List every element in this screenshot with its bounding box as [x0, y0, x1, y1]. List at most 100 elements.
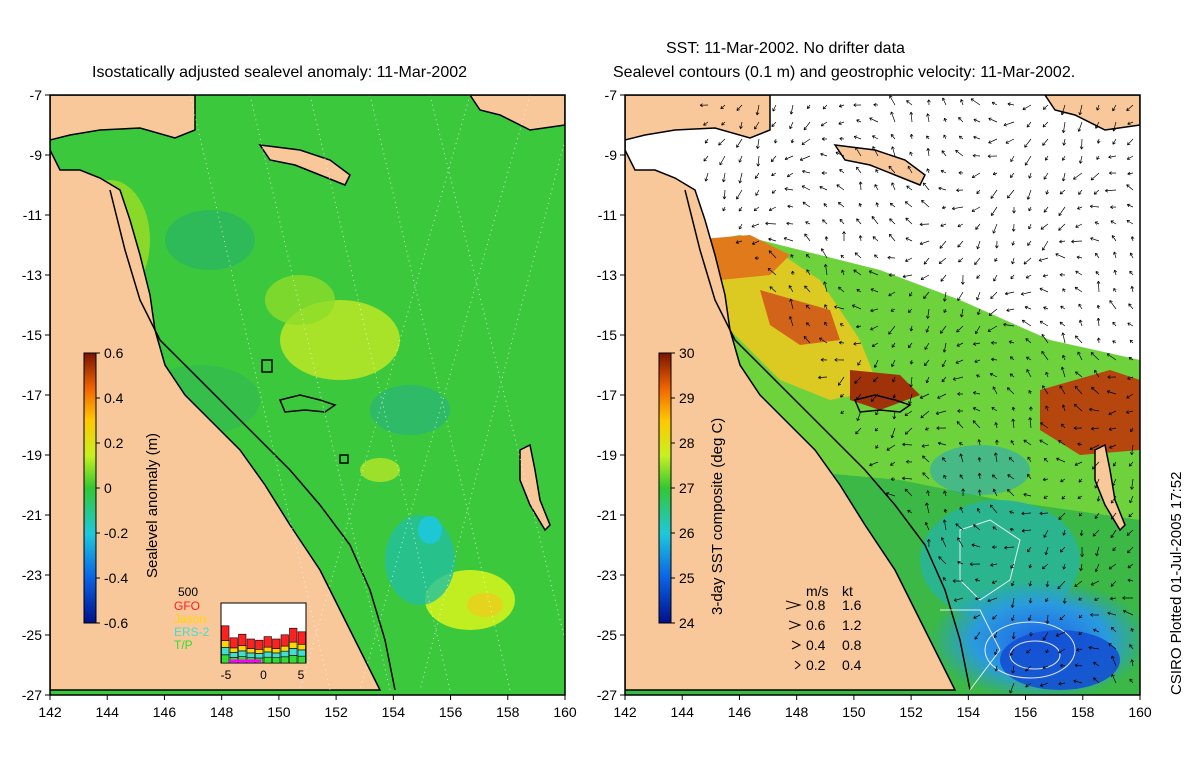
- histogram-bar-segment: [297, 643, 306, 651]
- velocity-arrow: [1108, 155, 1117, 159]
- velocity-arrow: [925, 427, 930, 431]
- velocity-arrow: [909, 133, 914, 140]
- velocity-arrow: [940, 223, 947, 227]
- velocity-arrow: [1077, 495, 1083, 499]
- velocity-arrow: [909, 325, 914, 332]
- velocity-arrow: [1077, 121, 1083, 132]
- velocity-arrow: [925, 325, 930, 333]
- velocity-arrow: [926, 490, 930, 497]
- velocity-arrow: [926, 308, 930, 319]
- y-tick-label: -25: [597, 627, 617, 643]
- velocity-arrow: [1093, 661, 1100, 667]
- velocity-arrow: [871, 216, 879, 225]
- velocity-arrow: [1073, 679, 1083, 684]
- velocity-arrow: [906, 100, 913, 106]
- velocity-arrow: [1039, 287, 1049, 293]
- velocity-arrow: [940, 169, 947, 174]
- velocity-arrow: [1010, 155, 1015, 163]
- velocity-arrow: [995, 439, 999, 446]
- x-tick-label: 156: [1014, 704, 1038, 720]
- velocity-arrow: [1078, 104, 1083, 116]
- histogram-bar-segment: [238, 650, 247, 657]
- velocity-key-ms: 0.2: [806, 657, 826, 673]
- velocity-arrow: [1109, 444, 1117, 449]
- velocity-arrow: [718, 138, 726, 146]
- velocity-arrow: [952, 579, 964, 583]
- colorbar-tick-label: 0.2: [104, 435, 124, 451]
- velocity-arrow: [1025, 665, 1032, 672]
- velocity-arrows: [699, 95, 1135, 694]
- velocity-arrow: [890, 427, 896, 439]
- velocity-arrow: [874, 184, 879, 191]
- velocity-arrow: [988, 117, 998, 123]
- x-tick-label: 160: [1128, 704, 1152, 720]
- velocity-key-arrow: [791, 640, 802, 650]
- velocity-arrow: [1089, 444, 1100, 451]
- velocity-arrow: [1091, 386, 1100, 395]
- velocity-arrow: [973, 614, 981, 619]
- velocity-arrow: [1025, 682, 1032, 688]
- velocity-arrow: [891, 146, 896, 157]
- velocity-arrow: [1126, 184, 1134, 191]
- x-tick-label: 142: [38, 704, 62, 720]
- sst-hot-patch: [850, 370, 920, 410]
- velocity-arrow: [1130, 427, 1134, 433]
- velocity-arrow: [1058, 512, 1066, 520]
- sla-positive-patch: [360, 458, 400, 482]
- velocity-arrow: [822, 104, 828, 110]
- velocity-arrow: [771, 121, 777, 127]
- velocity-arrow: [1094, 369, 1100, 378]
- velocity-arrow: [1129, 495, 1134, 504]
- velocity-arrow: [974, 631, 981, 640]
- velocity-arrow: [1039, 511, 1049, 516]
- velocity-arrow: [754, 256, 760, 260]
- velocity-arrow: [856, 324, 862, 329]
- velocity-arrow: [1023, 257, 1032, 265]
- x-tick-label: 154: [382, 704, 406, 720]
- new-guinea-landmass: [625, 95, 771, 141]
- velocity-arrow: [905, 217, 913, 225]
- velocity-arrow: [856, 218, 862, 225]
- velocity-arrow: [994, 648, 998, 656]
- velocity-arrow: [1028, 206, 1032, 212]
- velocity-arrow: [804, 285, 811, 293]
- velocity-arrow: [921, 199, 930, 208]
- velocity-arrow: [908, 393, 913, 405]
- velocity-key-kt: 1.6: [842, 597, 862, 613]
- velocity-arrow: [722, 189, 727, 200]
- velocity-arrow: [1094, 221, 1100, 225]
- velocity-arrow: [1062, 354, 1066, 361]
- velocity-arrow: [1126, 104, 1134, 112]
- velocity-arrow: [1126, 203, 1134, 208]
- velocity-arrow: [1079, 563, 1083, 572]
- x-tick-label: 148: [785, 704, 809, 720]
- velocity-arrow: [1061, 332, 1066, 344]
- velocity-arrow: [1096, 155, 1100, 160]
- velocity-arrow: [806, 269, 811, 276]
- velocity-arrow: [805, 221, 811, 225]
- colorbar-tick-label: -0.6: [104, 615, 128, 631]
- velocity-arrow: [956, 342, 964, 347]
- velocity-arrow: [1008, 340, 1015, 344]
- shelf-contour: [109, 189, 396, 691]
- velocity-arrow: [838, 121, 845, 125]
- velocity-key-kt: 1.2: [842, 617, 862, 633]
- velocity-arrow: [1043, 529, 1049, 538]
- histogram-bar-segment: [229, 637, 238, 649]
- velocity-arrow: [1025, 274, 1032, 279]
- new-caledonia-island: [519, 443, 551, 532]
- velocity-arrow: [1129, 252, 1134, 259]
- velocity-arrow: [1127, 376, 1134, 380]
- velocity-arrow: [1078, 478, 1083, 483]
- velocity-arrow: [789, 121, 794, 130]
- velocity-arrow: [784, 155, 794, 161]
- histogram-bar-segment: [246, 648, 255, 654]
- velocity-arrow: [942, 577, 947, 582]
- velocity-arrow: [1007, 489, 1015, 497]
- velocity-arrow: [1094, 563, 1100, 573]
- velocity-arrow: [973, 524, 981, 531]
- velocity-arrow: [1011, 418, 1015, 429]
- histogram-bar-segment: [246, 652, 255, 659]
- velocity-arrow: [802, 201, 811, 208]
- velocity-arrow: [1058, 223, 1066, 231]
